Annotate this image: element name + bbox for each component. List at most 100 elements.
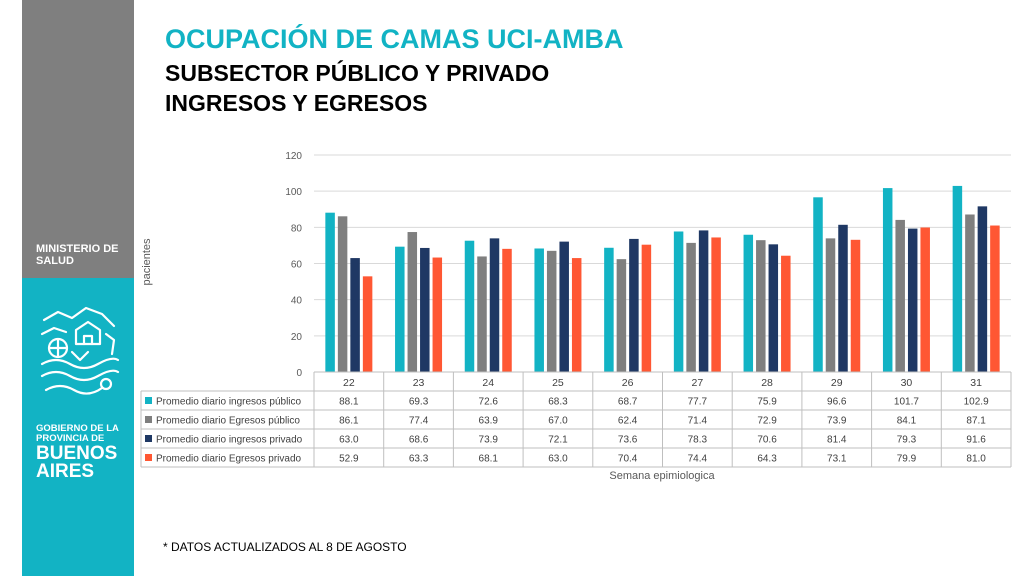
data-label: 91.6	[966, 435, 986, 446]
bar	[756, 240, 766, 372]
legend-swatch	[145, 435, 152, 442]
x-tick-label: 29	[831, 377, 843, 389]
data-label: 79.9	[897, 454, 917, 465]
bar	[641, 244, 652, 372]
x-axis-label: Semana epimiologica	[609, 470, 715, 482]
data-label: 74.4	[688, 454, 708, 465]
bar	[432, 257, 443, 372]
data-label: 70.6	[757, 435, 777, 446]
data-label: 52.9	[339, 454, 359, 465]
data-label: 68.1	[479, 454, 499, 465]
data-label: 68.6	[409, 435, 429, 446]
data-label: 75.9	[757, 397, 777, 408]
data-label: 71.4	[688, 416, 708, 427]
footnote: * DATOS ACTUALIZADOS AL 8 DE AGOSTO	[163, 540, 407, 554]
bar	[546, 250, 557, 372]
bar	[616, 259, 627, 372]
data-label: 77.7	[688, 397, 708, 408]
bar	[464, 240, 475, 372]
bar	[534, 248, 544, 372]
y-tick-label: 100	[285, 187, 302, 198]
y-tick-label: 20	[291, 332, 303, 343]
bar	[420, 247, 430, 372]
bar	[920, 227, 930, 372]
x-tick-label: 24	[482, 377, 494, 389]
data-label: 70.4	[618, 454, 638, 465]
bar	[990, 225, 1000, 372]
y-tick-label: 0	[296, 368, 302, 379]
legend-entry: Promedio diario Egresos público	[156, 416, 300, 427]
government-label-large: BUENOS AIRES	[36, 443, 118, 482]
bar	[781, 255, 791, 372]
page-subtitle-1: SUBSECTOR PÚBLICO Y PRIVADO	[165, 60, 550, 86]
x-tick-label: 22	[343, 377, 355, 389]
bar	[768, 244, 779, 372]
gov-line-1: GOBIERNO DE LA	[36, 423, 119, 434]
legend-swatch	[145, 397, 152, 404]
data-label: 79.3	[897, 435, 917, 446]
bar	[337, 216, 348, 372]
x-tick-label: 31	[970, 377, 982, 389]
data-label: 81.4	[827, 435, 847, 446]
data-label: 72.9	[757, 416, 777, 427]
data-label: 63.3	[409, 454, 429, 465]
bar	[477, 256, 487, 372]
y-tick-label: 40	[291, 296, 303, 307]
data-label: 88.1	[339, 397, 359, 408]
x-tick-label: 30	[901, 377, 913, 389]
data-label: 68.7	[618, 397, 638, 408]
page-subtitle-2: INGRESOS Y EGRESOS	[165, 90, 428, 116]
bar	[350, 258, 360, 372]
data-label: 77.4	[409, 416, 429, 427]
data-label: 86.1	[339, 416, 359, 427]
bar	[743, 234, 754, 372]
data-label: 64.3	[757, 454, 777, 465]
bar	[673, 231, 684, 372]
bar	[571, 258, 582, 372]
bar	[395, 246, 405, 372]
bar	[489, 238, 500, 372]
gov-line-2: PROVINCIA DE	[36, 433, 105, 444]
bar	[813, 197, 823, 372]
legend-swatch	[145, 454, 152, 461]
bar	[629, 238, 639, 372]
page-title: OCUPACIÓN DE CAMAS UCI-AMBA	[165, 24, 624, 54]
data-label: 73.9	[827, 416, 847, 427]
bar	[952, 185, 963, 372]
bar	[604, 247, 614, 372]
bar	[559, 241, 569, 372]
gov-line-3: BUENOS	[36, 443, 118, 464]
data-label: 73.9	[479, 435, 499, 446]
gov-line-4: AIRES	[36, 461, 95, 482]
data-label: 101.7	[894, 397, 919, 408]
sidebar-gray-panel	[22, 0, 134, 278]
bar	[838, 224, 848, 372]
data-label: 84.1	[897, 416, 917, 427]
data-label: 67.0	[548, 416, 568, 427]
data-label: 78.3	[688, 435, 708, 446]
data-label: 102.9	[964, 397, 989, 408]
bar	[895, 219, 905, 372]
bar	[698, 230, 709, 372]
data-label: 72.6	[479, 397, 499, 408]
ministry-line-1: MINISTERIO DE	[36, 243, 119, 255]
x-tick-label: 23	[413, 377, 425, 389]
government-label-small: GOBIERNO DE LA PROVINCIA DE	[36, 424, 119, 444]
data-label: 73.6	[618, 435, 638, 446]
x-tick-label: 26	[622, 377, 634, 389]
x-tick-label: 27	[692, 377, 704, 389]
bar	[325, 212, 335, 372]
legend-entry: Promedio diario ingresos público	[156, 397, 302, 408]
bar	[977, 206, 988, 372]
data-label: 72.1	[548, 435, 568, 446]
data-label: 73.1	[827, 454, 847, 465]
y-tick-label: 80	[291, 223, 303, 234]
data-label: 63.9	[479, 416, 499, 427]
y-tick-label: 60	[291, 260, 303, 271]
ministry-label: MINISTERIO DE SALUD	[36, 243, 119, 267]
data-label: 87.1	[966, 416, 986, 427]
bar	[362, 276, 373, 372]
ministry-line-2: SALUD	[36, 255, 74, 267]
bar	[711, 237, 721, 372]
